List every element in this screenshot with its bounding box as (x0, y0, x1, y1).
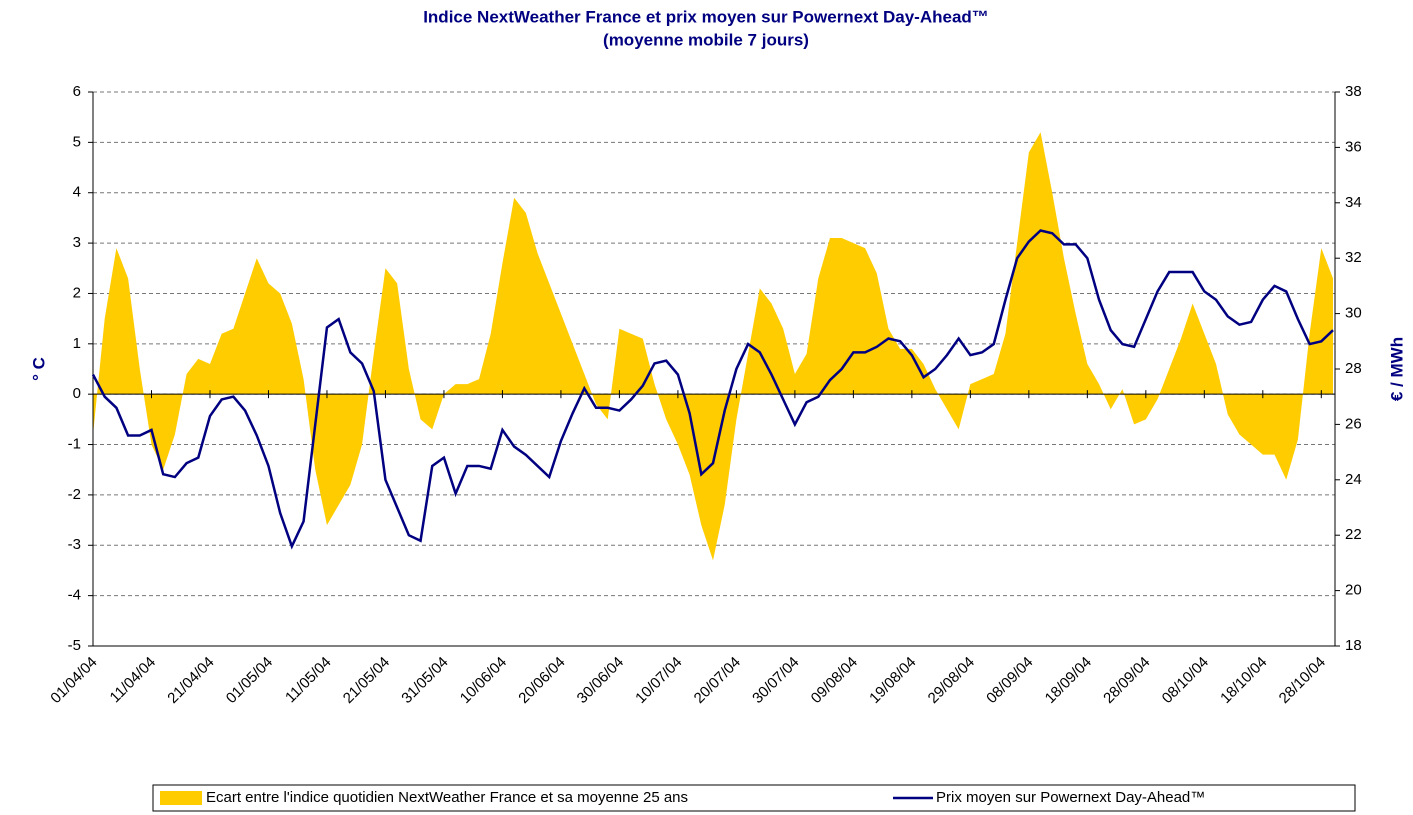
x-tick-label: 21/05/04 (340, 654, 393, 707)
x-tick-label: 11/04/04 (107, 654, 160, 707)
area (93, 132, 1333, 561)
x-tick-label: 21/04/04 (164, 654, 217, 707)
y2-tick-label: 34 (1345, 194, 1362, 211)
y-tick-label: -1 (68, 436, 81, 453)
x-tick-label: 30/07/04 (749, 654, 802, 707)
x-tick-label: 10/07/04 (632, 654, 685, 707)
x-tick-label: 08/09/04 (983, 654, 1036, 707)
y2-tick-label: 28 (1345, 360, 1362, 377)
y-axis-label: ° C (29, 357, 48, 381)
legend-swatch (160, 791, 202, 805)
x-tick-label: 01/04/04 (47, 654, 100, 707)
legend-label: Ecart entre l'indice quotidien NextWeath… (206, 789, 688, 806)
x-tick-label: 28/10/04 (1276, 654, 1329, 707)
x-tick-label: 20/06/04 (515, 654, 568, 707)
x-tick-label: 18/09/04 (1042, 654, 1095, 707)
y2-tick-label: 38 (1345, 83, 1362, 100)
x-tick-label: 20/07/04 (691, 654, 744, 707)
x-tick-label: 01/05/04 (223, 654, 276, 707)
x-tick-label: 28/09/04 (1100, 654, 1153, 707)
y-tick-label: 3 (73, 234, 81, 251)
y-tick-label: 2 (73, 284, 81, 301)
legend-label: Prix moyen sur Powernext Day-Ahead™ (936, 789, 1205, 806)
y2-axis-label: € / MWh (1387, 337, 1406, 401)
y-tick-label: -3 (68, 536, 81, 553)
x-tick-label: 10/06/04 (457, 654, 510, 707)
chart-title: Indice NextWeather France et prix moyen … (423, 7, 989, 26)
x-tick-label: 19/08/04 (866, 654, 919, 707)
y-tick-label: -4 (68, 587, 81, 604)
y2-tick-label: 32 (1345, 249, 1362, 266)
y2-tick-label: 20 (1345, 582, 1362, 599)
y-tick-label: 6 (73, 83, 81, 100)
x-tick-label: 08/10/04 (1159, 654, 1212, 707)
x-tick-label: 09/08/04 (808, 654, 861, 707)
y-tick-label: 5 (73, 133, 81, 150)
y-tick-label: 0 (73, 385, 81, 402)
x-tick-label: 18/10/04 (1217, 654, 1270, 707)
y2-tick-label: 22 (1345, 526, 1362, 543)
x-tick-label: 31/05/04 (398, 654, 451, 707)
line (91, 229, 1334, 550)
y2-tick-label: 24 (1345, 471, 1362, 488)
y-tick-label: 4 (73, 184, 81, 201)
y2-tick-label: 26 (1345, 415, 1362, 432)
y2-tick-label: 18 (1345, 637, 1362, 654)
x-tick-label: 11/05/04 (282, 654, 335, 707)
y2-tick-label: 30 (1345, 305, 1362, 322)
x-tick-label: 29/08/04 (925, 654, 978, 707)
y-tick-label: -2 (68, 486, 81, 503)
chart-subtitle: (moyenne mobile 7 jours) (603, 30, 809, 49)
legend (152, 784, 1356, 812)
y-tick-label: -5 (68, 637, 81, 654)
x-tick-label: 30/06/04 (574, 654, 627, 707)
y2-tick-label: 36 (1345, 138, 1362, 155)
y-tick-label: 1 (73, 335, 81, 352)
